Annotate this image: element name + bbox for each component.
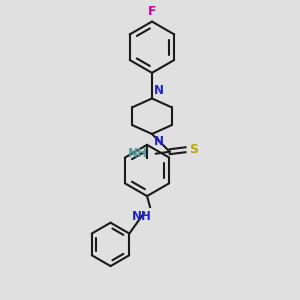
Text: F: F [148,4,156,18]
Text: NH: NH [132,210,152,223]
Text: NH: NH [128,147,148,160]
Text: N: N [154,135,164,148]
Text: N: N [154,85,164,98]
Text: S: S [189,143,198,156]
